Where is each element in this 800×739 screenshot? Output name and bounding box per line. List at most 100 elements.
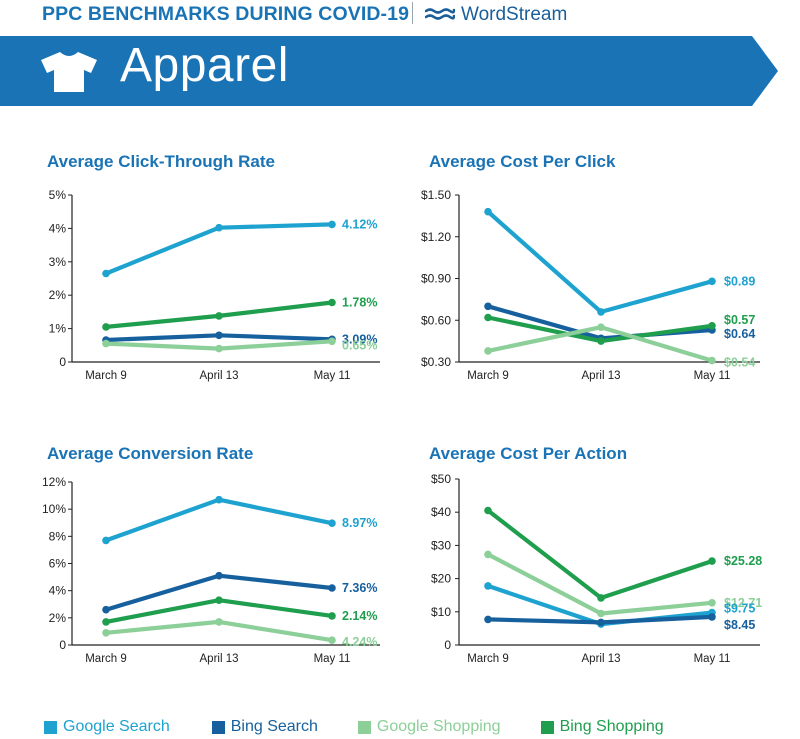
legend-item-bing-shopping: Bing Shopping: [540, 718, 664, 736]
data-point: [215, 495, 223, 504]
data-point: [597, 308, 605, 316]
legend-label: Bing Search: [230, 718, 318, 735]
legend-item-google-search: Google Search: [44, 718, 170, 736]
data-label: $0.57: [724, 313, 755, 327]
x-tick-label: March 9: [467, 370, 509, 382]
data-point: [708, 277, 716, 286]
data-label: $8.45: [724, 618, 755, 632]
legend-swatch: [357, 720, 371, 734]
y-tick-label: $0.60: [421, 313, 451, 327]
data-point: [328, 298, 336, 307]
legend-item-google-shopping: Google Shopping: [357, 718, 501, 736]
y-tick-label: $10: [431, 605, 451, 619]
y-tick-label: $20: [431, 572, 451, 586]
x-tick-label: May 11: [314, 653, 351, 665]
chart-title-ctr: Average Click-Through Rate: [47, 152, 275, 171]
y-tick-label: 5%: [49, 188, 67, 202]
brand-name: WordStream: [461, 4, 568, 25]
data-point: [215, 618, 223, 626]
data-label: $0.89: [724, 274, 755, 288]
data-point: [102, 323, 110, 331]
series-line-bing-search: [103, 573, 335, 612]
y-tick-label: 2%: [49, 611, 67, 625]
data-point: [597, 323, 605, 332]
data-point: [328, 220, 336, 229]
data-point: [215, 223, 223, 232]
data-point: [215, 312, 223, 320]
data-point: [484, 347, 492, 355]
data-label: 0.65%: [342, 338, 377, 352]
x-tick-label: March 9: [85, 370, 127, 382]
data-point: [215, 331, 223, 340]
y-tick-label: 4%: [49, 221, 67, 235]
chart-title-cpa: Average Cost Per Action: [429, 444, 628, 463]
data-point: [708, 613, 716, 621]
legend-swatch: [211, 720, 225, 734]
data-point: [102, 618, 110, 626]
data-point: [102, 605, 110, 614]
banner-background: [0, 36, 778, 106]
data-point: [597, 618, 605, 627]
data-point: [484, 313, 492, 322]
data-point: [328, 337, 336, 346]
series-line-google-search: [103, 497, 335, 543]
data-point: [102, 269, 110, 278]
y-tick-label: $1.20: [421, 230, 451, 244]
data-point: [708, 557, 716, 565]
legend: Google Search Bing Search Google Shopping B…: [44, 717, 784, 737]
data-label: $12.71: [724, 596, 762, 610]
y-tick-label: 10%: [42, 502, 66, 516]
data-point: [102, 536, 110, 545]
data-point: [484, 506, 492, 515]
page-title: Apparel: [120, 39, 289, 92]
data-point: [102, 339, 110, 348]
data-point: [484, 582, 492, 590]
series-line-bing-shopping: [485, 508, 715, 601]
y-tick-label: 12%: [42, 475, 66, 489]
chart-title-cpc: Average Cost Per Click: [429, 152, 616, 171]
data-label: 4.12%: [342, 217, 377, 231]
data-label: 2.14%: [342, 609, 377, 623]
header-divider: [412, 2, 413, 24]
x-tick-label: April 13: [582, 370, 621, 382]
data-point: [597, 337, 605, 345]
y-tick-label: 0: [59, 355, 66, 369]
data-point: [484, 615, 492, 624]
data-point: [328, 612, 336, 620]
header: PPC BENCHMARKS DURING COVID-19 WordStrea…: [0, 0, 800, 30]
y-tick-label: $0.90: [421, 272, 451, 286]
legend-label: Bing Shopping: [559, 718, 664, 735]
y-tick-label: 0: [444, 638, 451, 652]
y-tick-label: 0: [59, 638, 66, 652]
legend-item-bing-search: Bing Search: [211, 718, 318, 736]
series-line-google-search: [103, 222, 335, 276]
x-tick-label: May 11: [314, 370, 351, 382]
data-point: [484, 550, 492, 559]
y-tick-label: 3%: [49, 255, 67, 269]
y-tick-label: 1%: [49, 322, 67, 336]
data-point: [328, 636, 336, 644]
x-tick-label: May 11: [694, 653, 731, 665]
y-tick-label: $0.30: [421, 355, 451, 369]
data-label: 4.24%: [342, 635, 377, 649]
legend-swatch: [44, 720, 57, 734]
y-tick-label: $50: [431, 472, 451, 486]
data-point: [102, 629, 110, 637]
legend-label: Google Shopping: [376, 718, 501, 735]
y-tick-label: $40: [431, 505, 451, 519]
data-point: [484, 302, 492, 311]
data-label: 7.36%: [342, 581, 377, 595]
y-tick-label: 4%: [49, 584, 67, 598]
data-point: [708, 599, 716, 607]
data-point: [484, 207, 492, 216]
data-label: 3.09%: [342, 332, 377, 346]
x-tick-label: May 11: [694, 370, 731, 382]
data-point: [708, 322, 716, 330]
x-tick-label: April 13: [582, 653, 621, 665]
data-point: [597, 609, 605, 618]
data-label: 1.78%: [342, 296, 377, 310]
tshirt-icon: [41, 52, 97, 92]
y-tick-label: 6%: [49, 557, 67, 571]
series-line-google-shopping: [485, 552, 715, 616]
